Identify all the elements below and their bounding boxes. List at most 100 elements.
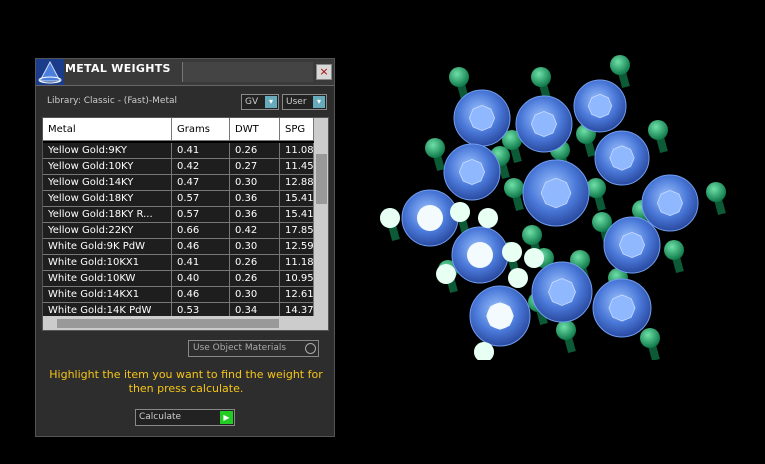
gem-facet [458,158,486,186]
table-cell: 0.26 [230,271,280,287]
dialog: METAL WEIGHTS × Library: Classic - (Fast… [35,58,335,437]
table-cell: Yellow Gold:18KY R... [43,207,172,223]
prong [504,178,524,198]
table-cell: 0.36 [230,191,280,207]
table-cell: 0.40 [172,271,230,287]
table-cell: 0.42 [172,159,230,175]
table-cell: 0.66 [172,223,230,239]
white-prong [478,208,498,228]
table-row[interactable]: White Gold:14KX1 0.46 0.30 12.61 [43,287,314,303]
prong [648,120,668,140]
table-cell: 0.46 [172,239,230,255]
white-prong [436,264,456,284]
table-cell: White Gold:9K PdW [43,239,172,255]
table-row[interactable]: White Gold:14K PdW 0.53 0.34 14.37 [43,303,314,319]
table-row[interactable]: Yellow Gold:9KY 0.41 0.26 11.08 [43,143,314,159]
calculate-button[interactable]: Calculate ▶ [135,409,235,426]
table-row[interactable]: Yellow Gold:18KY 0.57 0.36 15.41 [43,191,314,207]
prong [556,320,576,340]
table-cell: 0.26 [230,143,280,159]
table-cell: White Gold:10KX1 [43,255,172,271]
dropdown-text: User [286,97,307,107]
table-row[interactable]: Yellow Gold:22KY 0.66 0.42 17.85 [43,223,314,239]
table-row[interactable]: White Gold:10KX1 0.41 0.26 11.18 [43,255,314,271]
table-row[interactable]: Yellow Gold:18KY R... 0.57 0.36 15.41 [43,207,314,223]
table-cell: White Gold:14KX1 [43,287,172,303]
table-cell: 0.42 [230,223,280,239]
table-cell: Yellow Gold:10KY [43,159,172,175]
gem-facet [618,231,646,259]
table-cell: Yellow Gold:22KY [43,223,172,239]
table-cell: 11.45 [280,159,314,175]
metal-table: White Gold:14K PdW 0.53 0.34 14.37 White Gol… [42,117,329,331]
table-cell: 11.08 [280,143,314,159]
prong [664,240,684,260]
window-title: METAL WEIGHTS [65,62,171,75]
gem-facet [587,93,613,119]
table-cell: 0.30 [230,239,280,255]
gem-facet [530,110,558,138]
scroll-thumb[interactable] [316,154,327,204]
library-label: Library: Classic - (Fast)-Metal [47,96,178,106]
highlight-gem [417,205,443,231]
instruction: Highlight the item you want to find the … [49,368,323,395]
table-cell: 0.41 [172,255,230,271]
gem-render [380,55,726,360]
white-prong [450,202,470,222]
highlight-gem [487,303,513,329]
table-row[interactable]: White Gold:9K PdW 0.46 0.30 12.59 [43,239,314,255]
prong [449,67,469,87]
prong [592,212,612,232]
table-row[interactable]: Yellow Gold:10KY 0.42 0.27 11.45 [43,159,314,175]
table-cell: 0.26 [230,255,280,271]
title-bar: METAL WEIGHTS × [36,59,334,86]
table-cell: Yellow Gold:9KY [43,143,172,159]
user-dropdown[interactable]: User ▾ [282,94,327,110]
table-cell: 0.41 [172,143,230,159]
dropdown-text: GV [245,97,259,107]
app-logo [36,59,64,85]
scroll-thumb[interactable] [57,319,279,328]
horizontal-scrollbar[interactable] [43,316,328,330]
gem-facet [656,189,684,217]
table-cell: 11.18 [280,255,314,271]
title-tab [182,62,313,82]
header-row: Metal Grams DWT SPG [43,118,314,141]
table-cell: 0.47 [172,175,230,191]
white-prong [524,248,544,268]
prong [586,178,606,198]
close-button[interactable]: × [316,64,332,80]
table-row[interactable]: Yellow Gold:14KY 0.47 0.30 12.88 [43,175,314,191]
table-cell: Grams [172,118,230,141]
prong [706,182,726,202]
prong [425,138,445,158]
table-cell: 15.41 [280,207,314,223]
table-cell: 0.30 [230,175,280,191]
dropdown-arrow: ▾ [265,96,277,108]
button-arrow: ▶ [220,411,233,424]
unit-dropdown[interactable]: GV ▾ [241,94,279,110]
table-cell: 17.85 [280,223,314,239]
table-cell: 12.88 [280,175,314,191]
table-cell: Metal [43,118,172,141]
table-row[interactable]: White Gold:10KW 0.40 0.26 10.95 [43,271,314,287]
table-cell: 0.57 [172,191,230,207]
table-cell: 0.57 [172,207,230,223]
table-cell: 15.41 [280,191,314,207]
prong [522,225,542,245]
gem-facet [540,177,572,209]
gem-facet [608,294,636,322]
table-cell: 12.59 [280,239,314,255]
gem-facet [468,104,496,132]
white-prong [474,342,494,360]
table-cell: 10.95 [280,271,314,287]
table-cell: 12.61 [280,287,314,303]
vertical-scrollbar[interactable] [314,118,328,316]
white-prong [508,268,528,288]
white-prong [502,242,522,262]
use-object-materials[interactable]: Use Object Materials [188,340,319,357]
checkbox[interactable] [305,343,316,354]
table-cell: DWT [230,118,280,141]
table-cell: White Gold:10KW [43,271,172,287]
